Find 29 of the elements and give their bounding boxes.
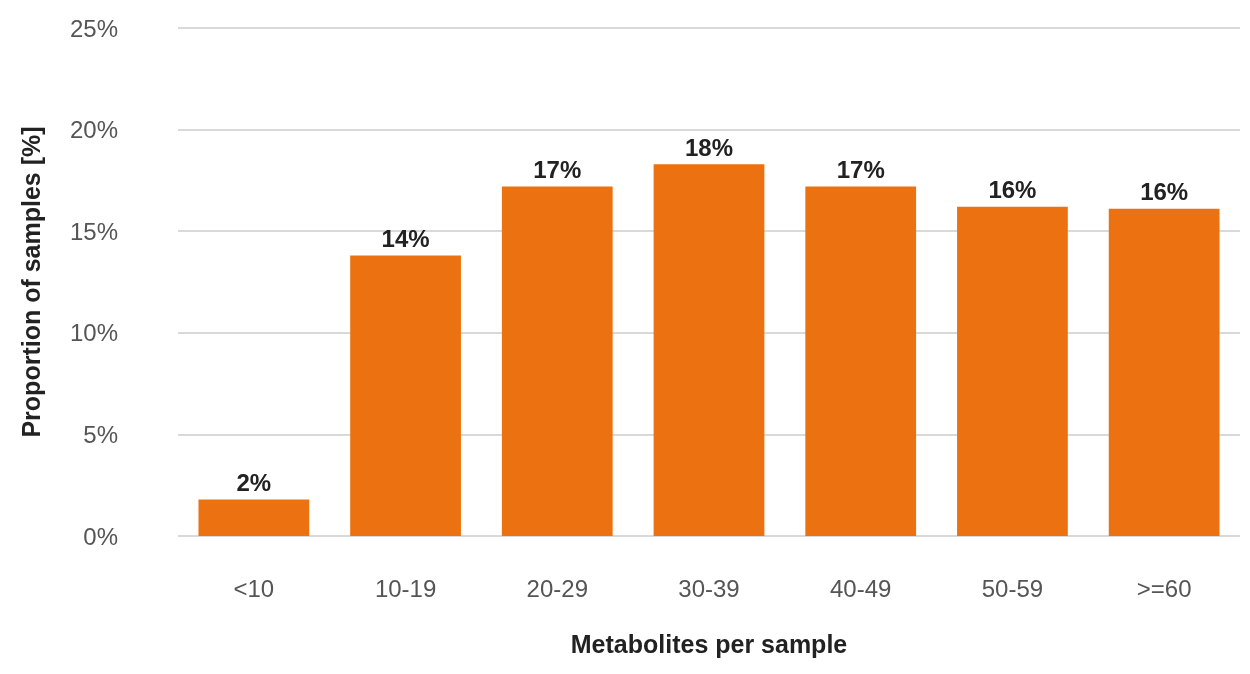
y-tick-label: 10% [69, 319, 118, 347]
bar [957, 206, 1068, 536]
x-tick-label: 20-29 [526, 574, 588, 602]
x-tick-label: 10-19 [374, 574, 437, 602]
x-tick-label: <10 [233, 574, 275, 602]
bar [198, 499, 310, 536]
y-tick-label: 5% [83, 420, 118, 448]
data-label: 17% [836, 156, 885, 183]
data-label: 17% [533, 156, 582, 183]
x-tick-label: >=60 [1136, 574, 1192, 602]
data-label: 16% [1140, 178, 1189, 206]
bar [1108, 208, 1220, 536]
bar [501, 186, 613, 536]
y-axis-title: Proportion of samples [%] [16, 126, 45, 438]
bar [653, 164, 765, 536]
data-label: 16% [988, 176, 1037, 204]
bar [350, 255, 461, 536]
data-label: 14% [381, 225, 430, 253]
y-tick-label: 20% [69, 116, 118, 144]
data-label: 18% [684, 133, 734, 161]
x-tick-label: 50-59 [981, 574, 1044, 602]
y-tick-label: 15% [69, 217, 118, 245]
y-tick-label: 25% [69, 14, 118, 42]
bar [805, 186, 917, 536]
x-axis-title: Metabolites per sample [570, 629, 848, 658]
data-label: 2% [236, 468, 272, 496]
x-tick-label: 40-49 [830, 574, 892, 602]
x-tick-label: 30-39 [678, 574, 740, 602]
y-tick-label: 0% [83, 522, 118, 550]
